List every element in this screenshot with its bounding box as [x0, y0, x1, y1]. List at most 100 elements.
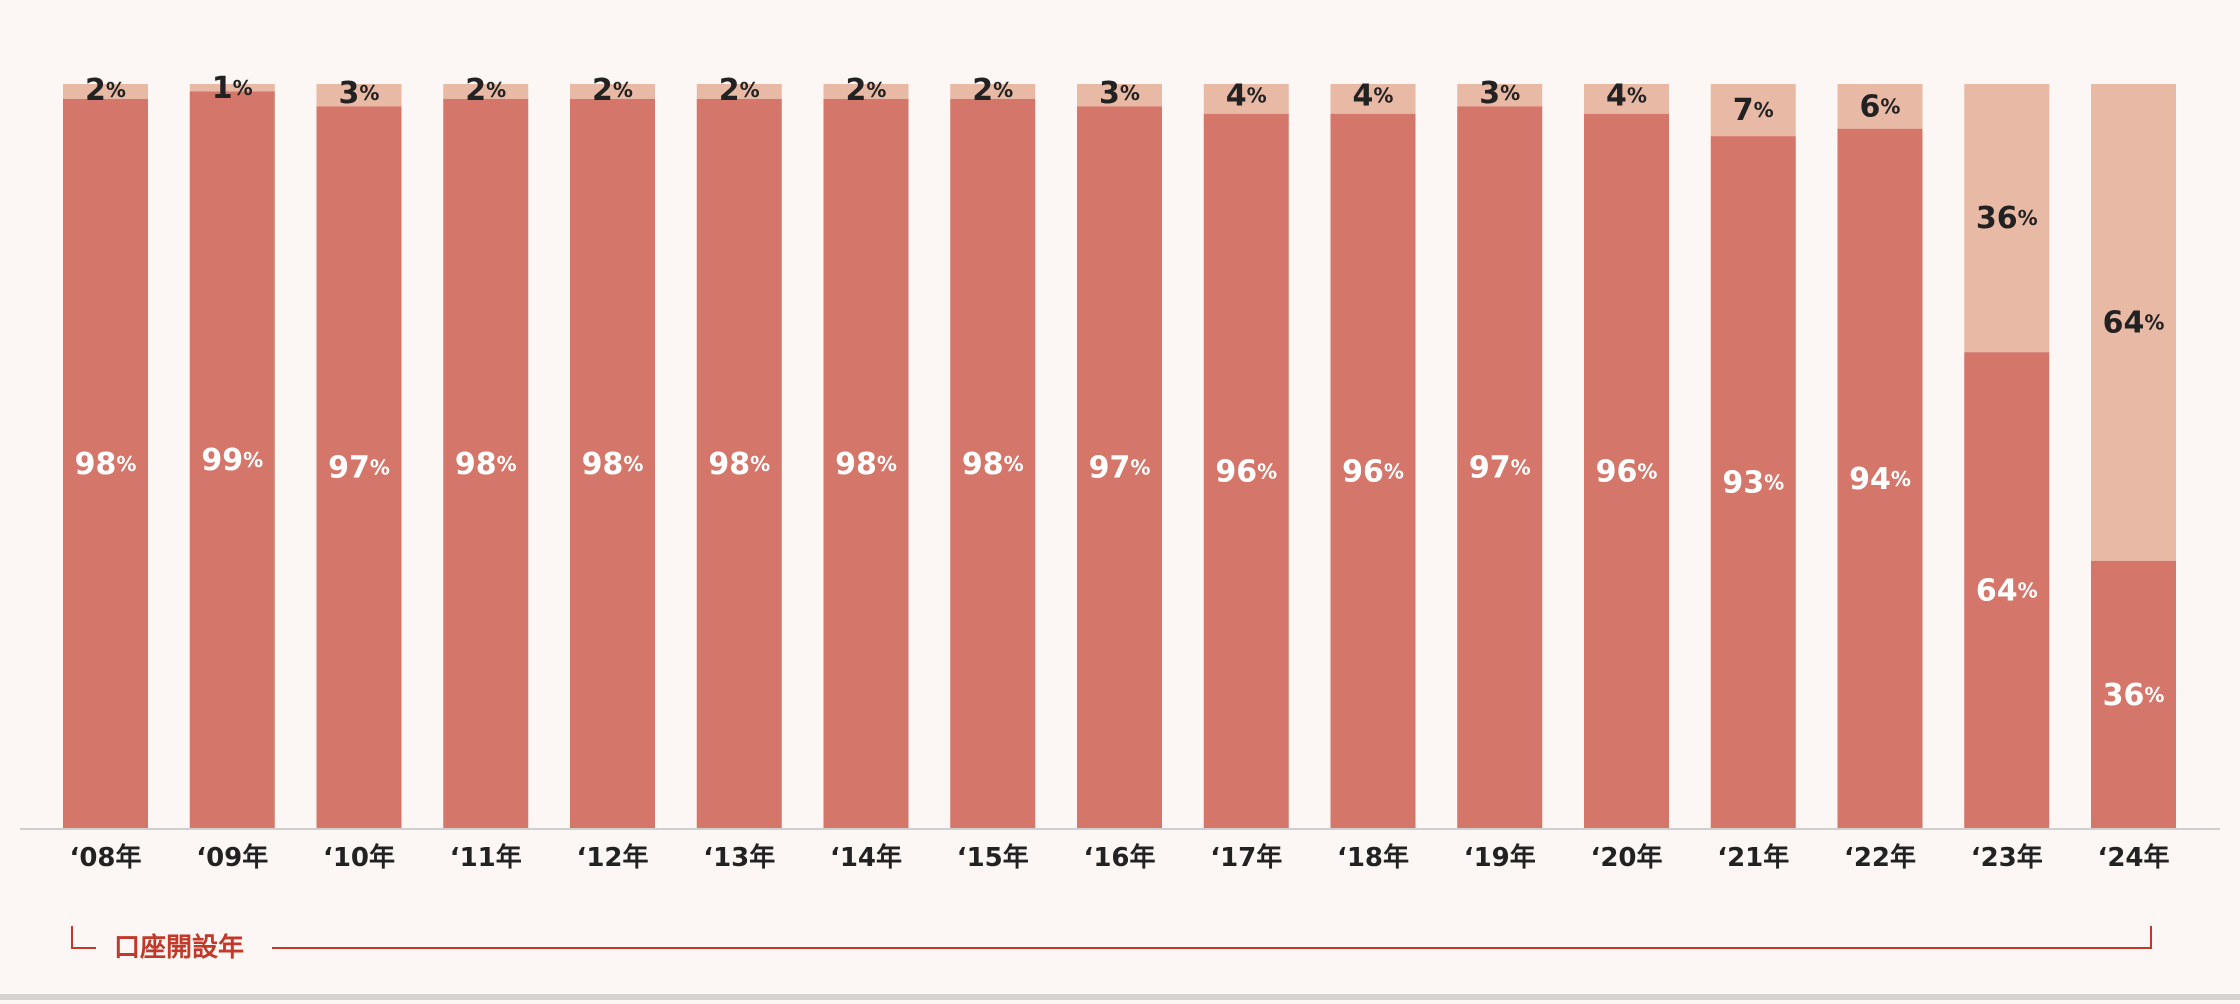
x-tick-label: ‘18年: [1337, 842, 1409, 873]
bar-segment-top: [1203, 84, 1289, 114]
bar-segment-bottom: [1584, 113, 1669, 830]
x-tick-label: ‘23年: [1971, 842, 2043, 873]
bar-group: 97% 3%: [1457, 75, 1543, 830]
bar-segment-bottom: [1837, 128, 1923, 829]
bar-segment-top: [316, 84, 402, 107]
data-label-top: 3%: [1479, 75, 1520, 110]
bar-segment-top: [1457, 84, 1543, 107]
bar-segment-bottom: [823, 98, 909, 829]
data-label-bottom: 36%: [2103, 677, 2165, 712]
bar-group: 98% 2%: [950, 73, 1036, 829]
data-label-bottom: 64%: [1976, 573, 2038, 608]
x-tick-label: ‘12年: [576, 842, 648, 873]
data-label-bottom: 98%: [835, 446, 897, 481]
x-axis-title: 口座開設年: [114, 932, 244, 963]
bar-segment-bottom: [696, 98, 782, 829]
data-label-top: 3%: [1099, 75, 1140, 110]
bar-segment-bottom: [1330, 113, 1416, 830]
bar-segment-top: [1710, 84, 1796, 137]
data-label-top: 2%: [719, 73, 760, 108]
data-label-top: 7%: [1733, 93, 1774, 128]
bar-segment-top: [1330, 84, 1416, 114]
bar-segment-bottom: [1077, 106, 1162, 830]
bar-group: 97% 3%: [1077, 75, 1162, 830]
data-label-top: 2%: [465, 73, 506, 108]
bar-segment-bottom: [2091, 560, 2176, 829]
data-label-bottom: 98%: [708, 446, 770, 481]
x-tick-label: ‘08年: [69, 842, 141, 873]
data-label-bottom: 98%: [455, 446, 517, 481]
data-label-top: 4%: [1226, 78, 1267, 113]
bar-group: 98% 2%: [570, 73, 655, 829]
bar-segment-bottom: [63, 98, 148, 829]
bar-group: 98% 2%: [823, 73, 909, 829]
bar-group: 94% 6%: [1837, 84, 1923, 829]
bar-group: 98% 2%: [696, 73, 782, 829]
x-tick-label: ‘09年: [196, 842, 268, 873]
data-label-bottom: 98%: [962, 446, 1024, 481]
bar-segment-bottom: [189, 91, 275, 829]
bar-segment-top: [1584, 84, 1669, 114]
bottom-strip: [0, 994, 2240, 1000]
x-tick-label: ‘13年: [703, 842, 775, 873]
bar-group: 93% 7%: [1710, 84, 1796, 829]
data-label-bottom: 98%: [582, 446, 644, 481]
x-tick-label: ‘15年: [957, 842, 1029, 873]
bar-segment-bottom: [443, 98, 529, 829]
bar-segment-top: [63, 84, 148, 99]
data-label-top: 4%: [1606, 78, 1647, 113]
data-label-top: 64%: [2103, 305, 2165, 340]
bar-segment-bottom: [950, 98, 1036, 829]
x-tick-label: ‘21年: [1717, 842, 1789, 873]
bar-segment-bottom: [1203, 113, 1289, 830]
data-label-top: 3%: [339, 75, 380, 110]
bar-segment-top: [1964, 84, 2050, 353]
data-label-top: 2%: [972, 73, 1013, 108]
bar-group: 99% 1%: [189, 70, 275, 829]
x-tick-label: ‘10年: [323, 842, 395, 873]
bar-segment-top: [1077, 84, 1162, 107]
x-tick-label: ‘16年: [1083, 842, 1155, 873]
bar-segment-bottom: [1710, 136, 1796, 829]
bar-segment-bottom: [1964, 352, 2050, 829]
bar-segment-top: [696, 84, 782, 99]
bar-segment-bottom: [1457, 106, 1543, 830]
bar-group: 96% 4%: [1330, 78, 1416, 830]
bar-segment-bottom: [570, 98, 655, 829]
bracket-right: [272, 926, 2152, 949]
bar-group: 96% 4%: [1584, 78, 1669, 830]
bar-group: 98% 2%: [63, 73, 148, 829]
bar-group: 98% 2%: [443, 73, 529, 829]
data-label-top: 4%: [1353, 78, 1394, 113]
data-label-top: 2%: [85, 73, 126, 108]
data-label-bottom: 99%: [201, 443, 263, 478]
data-label-top: 6%: [1860, 89, 1901, 124]
bar-segment-top: [570, 84, 655, 99]
bar-group: 97% 3%: [316, 75, 402, 830]
bracket-left: [71, 926, 96, 949]
x-tick-label: ‘19年: [1464, 842, 1536, 873]
x-tick-label: ‘14年: [830, 842, 902, 873]
bar-group: 96% 4%: [1203, 78, 1289, 830]
bar-group: 64% 36%: [1964, 84, 2050, 829]
bar-segment-top: [950, 84, 1036, 99]
data-label-bottom: 98%: [75, 446, 137, 481]
bar-segment-top: [189, 84, 275, 92]
data-label-bottom: 97%: [1469, 450, 1531, 485]
data-label-top: 36%: [1976, 201, 2038, 236]
data-label-top: 2%: [846, 73, 887, 108]
data-label-top: 1%: [212, 70, 253, 105]
bar-group: 36% 64%: [2091, 84, 2176, 829]
data-label-bottom: 94%: [1849, 461, 1911, 496]
bars-layer: 98% 2% 99% 1% 97% 3% 98% 2% 98% 2% 98% 2% 98% 2% 98% 2%…: [63, 70, 2176, 830]
x-tick-label: ‘20年: [1590, 842, 1662, 873]
bar-segment-top: [2091, 84, 2176, 561]
x-tick-label: ‘17年: [1210, 842, 1282, 873]
bar-segment-top: [823, 84, 909, 99]
data-label-bottom: 96%: [1596, 454, 1658, 489]
data-label-bottom: 93%: [1722, 465, 1784, 500]
x-axis-bracket: 口座開設年: [71, 926, 2152, 963]
x-tick-label: ‘22年: [1844, 842, 1916, 873]
